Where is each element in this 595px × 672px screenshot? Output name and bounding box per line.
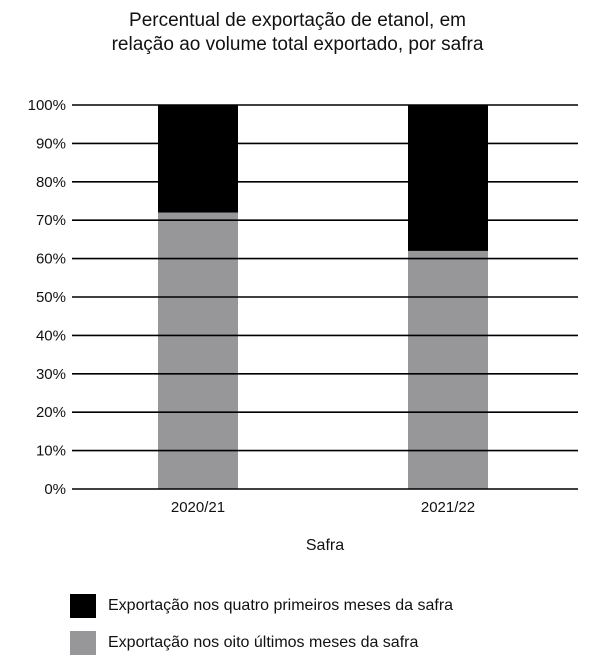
- y-tick-label-0: 0%: [44, 481, 66, 498]
- x-tick-label-2021-22: 2021/22: [421, 499, 475, 516]
- y-tick-label-20: 20%: [36, 404, 66, 421]
- legend-label-first-four-months: Exportação nos quatro primeiros meses da…: [108, 597, 454, 614]
- y-tick-label-40: 40%: [36, 327, 66, 344]
- y-tick-label-30: 30%: [36, 366, 66, 383]
- legend-label-last-eight-months: Exportação nos oito últimos meses da saf…: [108, 634, 419, 651]
- bar-2021-22-series-1: [408, 105, 488, 251]
- y-tick-label-80: 80%: [36, 174, 66, 191]
- chart-title-line-2: relação ao volume total exportado, por s…: [111, 34, 484, 55]
- legend-item-last-eight-months: Exportação nos oito últimos meses da saf…: [70, 631, 590, 657]
- bar-2020-21-series-0: [158, 212, 238, 489]
- legend-swatch-last-eight-months: [70, 631, 96, 655]
- x-tick-label-2020-21: 2020/21: [171, 499, 225, 516]
- y-tick-label-100: 100%: [28, 97, 66, 114]
- y-tick-label-90: 90%: [36, 135, 66, 152]
- chart-title-line-1: Percentual de exportação de etanol, em: [129, 10, 466, 31]
- bar-2021-22-series-0: [408, 250, 488, 489]
- y-tick-label-10: 10%: [36, 443, 66, 460]
- y-tick-label-50: 50%: [36, 289, 66, 306]
- bar-2020-21-series-1: [158, 105, 238, 213]
- x-axis-label: Safra: [305, 537, 345, 554]
- y-tick-label-60: 60%: [36, 251, 66, 268]
- legend-item-first-four-months: Exportação nos quatro primeiros meses da…: [70, 594, 590, 620]
- legend-swatch-first-four-months: [70, 594, 96, 618]
- y-tick-label-70: 70%: [36, 212, 66, 229]
